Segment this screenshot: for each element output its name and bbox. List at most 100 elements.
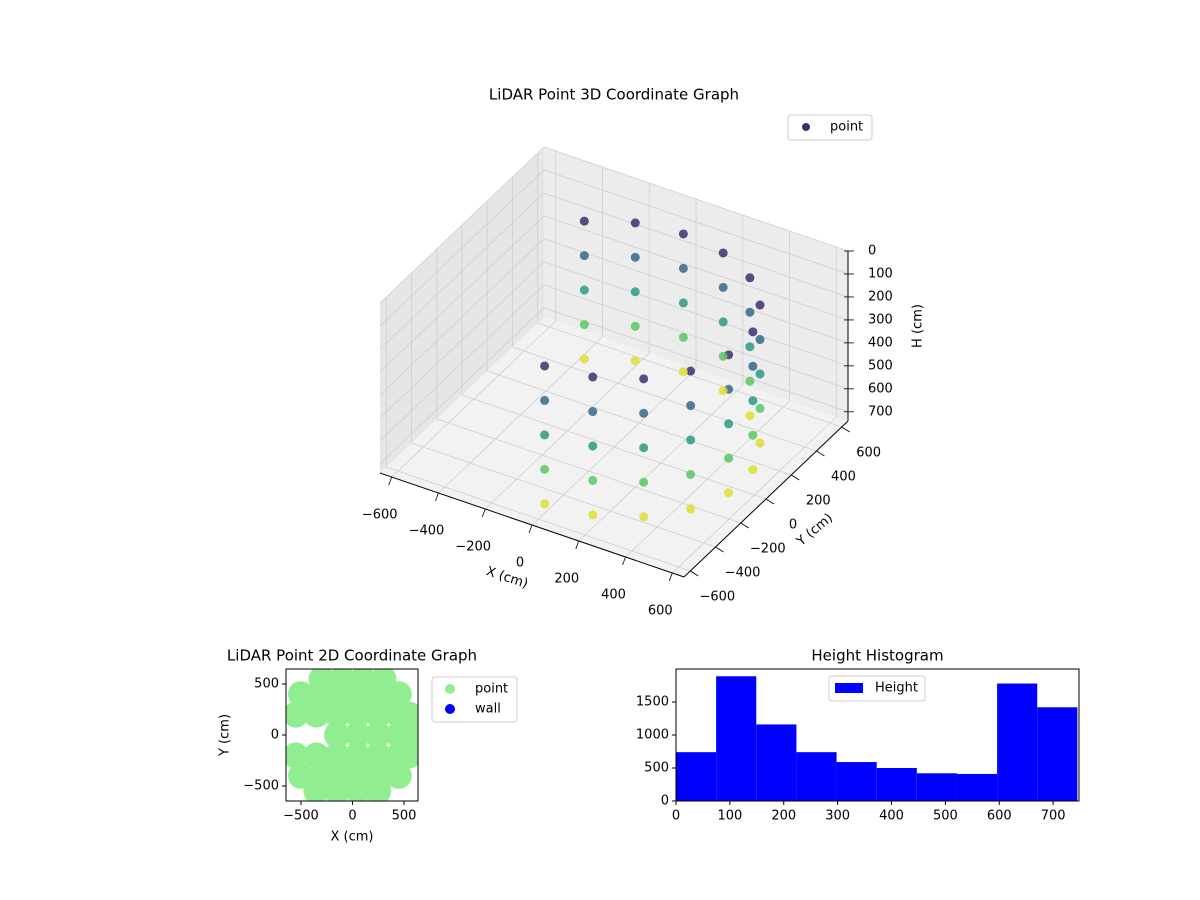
point	[540, 499, 550, 509]
x-tick-label: 700	[1041, 809, 1066, 824]
point	[385, 762, 412, 789]
legend-frame	[828, 675, 926, 702]
plot-area	[286, 669, 418, 801]
y-tick-label: 0	[661, 794, 669, 809]
point	[630, 252, 640, 262]
legend-label: Height	[875, 681, 918, 696]
point	[579, 251, 589, 261]
point	[579, 320, 589, 330]
point	[630, 321, 640, 331]
tick-mark	[816, 450, 825, 457]
point	[755, 300, 765, 310]
point	[324, 701, 351, 728]
point	[678, 332, 688, 342]
grid-line	[543, 284, 849, 390]
point	[755, 438, 765, 448]
x-tick-label: 200	[554, 572, 579, 587]
point	[579, 285, 589, 295]
z-tick-label: 500	[868, 358, 893, 373]
legend-marker	[802, 123, 810, 131]
bar	[836, 762, 877, 801]
legend-marker	[445, 684, 455, 694]
point	[678, 367, 688, 377]
grid-line	[386, 466, 691, 572]
point	[365, 742, 392, 769]
legend-label: point	[830, 120, 863, 135]
legend-label: point	[475, 682, 508, 697]
x-tick-label: 300	[825, 809, 850, 824]
point	[329, 681, 356, 708]
grid-line	[543, 238, 849, 344]
z-tick-label: 0	[868, 244, 876, 259]
point	[630, 218, 640, 228]
legend-marker	[835, 683, 863, 693]
point	[639, 477, 649, 487]
point	[344, 722, 371, 748]
point	[686, 366, 696, 376]
point	[686, 435, 696, 445]
x-tick-label: 0	[672, 809, 680, 824]
x-tick-label: 100	[717, 809, 742, 824]
grid-line	[379, 146, 545, 304]
point	[748, 430, 758, 440]
point	[540, 464, 550, 474]
point	[678, 229, 688, 239]
x-tick-label: 400	[601, 588, 626, 603]
grid-line	[461, 394, 767, 500]
bar	[997, 683, 1038, 801]
point	[724, 488, 734, 498]
point	[718, 386, 728, 396]
point	[344, 742, 371, 769]
tick-mark	[715, 546, 724, 553]
tick-mark	[528, 524, 533, 534]
y-tick-label: 500	[644, 761, 669, 776]
point	[678, 263, 688, 273]
chart-title: LiDAR Point 2D Coordinate Graph	[227, 647, 477, 665]
point	[324, 742, 351, 769]
point	[303, 778, 330, 801]
point	[365, 701, 392, 728]
bar	[716, 676, 757, 801]
chart-title: LiDAR Point 3D Coordinate Graph	[489, 86, 739, 104]
point	[686, 504, 696, 514]
z-tick-label: 300	[868, 312, 893, 327]
z-tick-label: 600	[868, 381, 893, 396]
legend-marker	[445, 704, 455, 714]
x-tick-label: 600	[648, 604, 673, 619]
point	[718, 351, 728, 361]
y-axis-line	[683, 420, 849, 578]
legend-label: wall	[475, 702, 501, 717]
x-tick-label: 0	[516, 556, 524, 571]
tick-mark	[765, 498, 775, 505]
y-tick-label: 400	[831, 470, 856, 485]
point	[718, 317, 728, 327]
y-tick-label: 600	[856, 446, 881, 461]
tick-mark	[668, 572, 673, 582]
point	[724, 453, 734, 463]
point	[639, 408, 649, 418]
point	[588, 441, 598, 451]
grid-line	[512, 346, 817, 452]
point	[349, 681, 376, 708]
x-tick-label: 600	[987, 809, 1012, 824]
point	[639, 443, 649, 453]
y-tick-label: 0	[271, 728, 279, 743]
x-tick-label: 500	[392, 809, 417, 824]
tick-mark	[690, 570, 699, 577]
point	[396, 701, 418, 728]
point	[630, 287, 640, 297]
point	[540, 361, 550, 371]
z-tick-label: 700	[868, 404, 893, 419]
grid-line	[379, 192, 545, 350]
point	[745, 411, 755, 421]
x-axis-label: X (cm)	[331, 830, 374, 845]
x-tick-label: 500	[933, 809, 958, 824]
point	[286, 742, 309, 769]
point	[755, 369, 765, 379]
bar	[796, 752, 837, 801]
point	[755, 403, 765, 413]
bar	[956, 773, 998, 801]
point	[396, 722, 418, 748]
y-tick-label: 500	[254, 676, 279, 691]
